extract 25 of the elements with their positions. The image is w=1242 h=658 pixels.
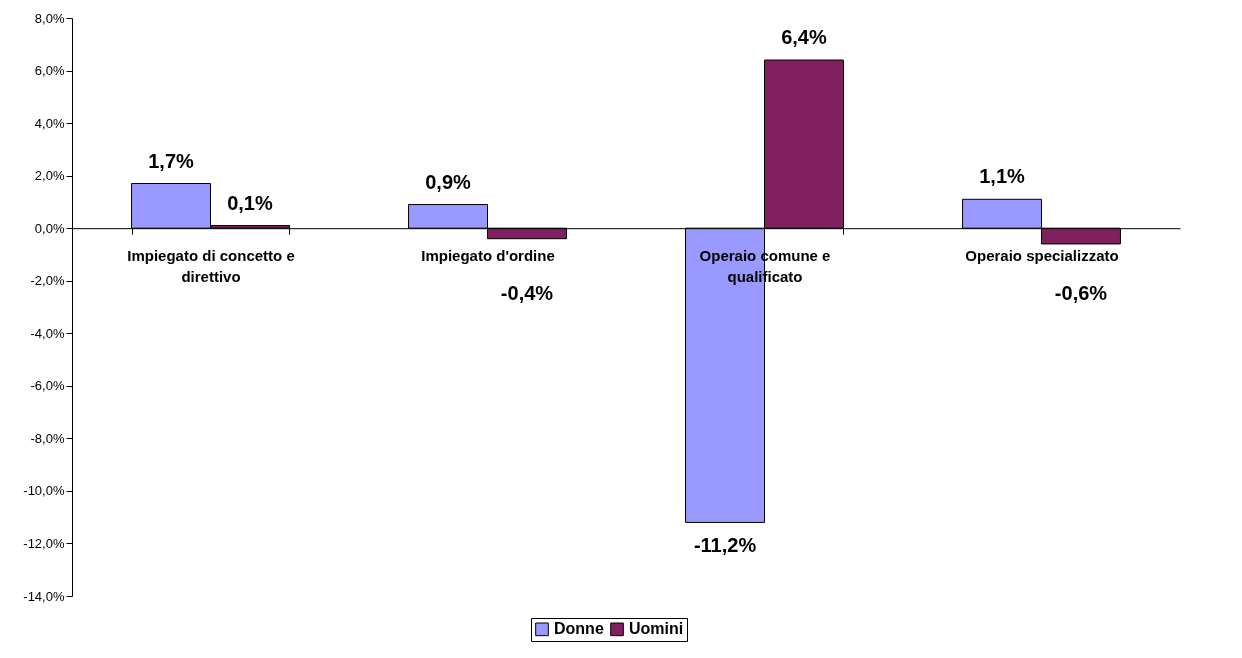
data-label: 0,9% xyxy=(425,170,472,193)
data-label: -0,6% xyxy=(1054,282,1108,305)
data-label: 1,1% xyxy=(979,165,1026,188)
y-tick-label: -10,0% xyxy=(23,483,65,499)
data-label: 1,7% xyxy=(148,149,195,172)
x-tick-label: Impiegato d'ordine xyxy=(421,246,555,264)
x-tick-label: Operaio specializzato xyxy=(965,246,1119,264)
y-tick-label: 0,0% xyxy=(34,220,65,236)
y-tick-label: -8,0% xyxy=(30,430,65,446)
legend-label: Uomini xyxy=(629,620,684,638)
data-label: -0,4% xyxy=(500,282,554,305)
y-tick-label: -14,0% xyxy=(23,588,65,604)
y-tick-label: -2,0% xyxy=(30,273,65,289)
y-tick-label: 4,0% xyxy=(34,115,65,131)
y-tick-label: 8,0% xyxy=(34,10,65,26)
y-tick-label: -4,0% xyxy=(30,325,65,341)
y-tick-label: -12,0% xyxy=(23,535,65,551)
data-label: 0,1% xyxy=(227,191,273,214)
y-tick-label: 6,0% xyxy=(34,63,65,79)
y-tick-label: -6,0% xyxy=(30,378,65,394)
legend-label: Donne xyxy=(554,620,604,638)
y-tick-label: 2,0% xyxy=(34,168,65,184)
data-label: 6,4% xyxy=(781,26,827,49)
x-tick-label: Impiegato di concetto e direttivo xyxy=(127,246,295,285)
data-label: -11,2% xyxy=(693,534,757,557)
